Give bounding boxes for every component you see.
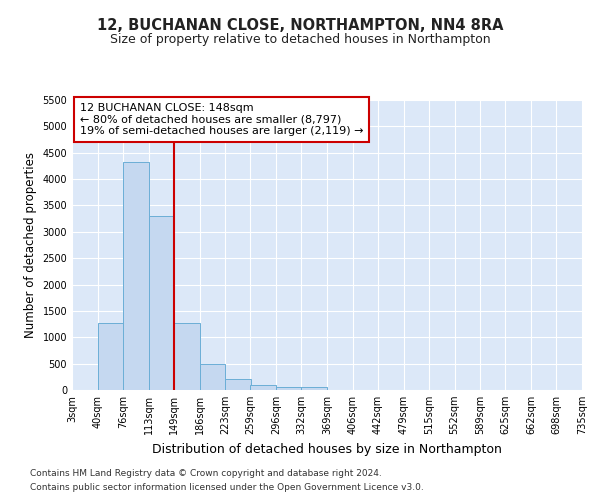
Bar — [174, 322, 199, 390]
Text: Size of property relative to detached houses in Northampton: Size of property relative to detached ho… — [110, 32, 490, 46]
Bar — [123, 162, 149, 390]
Bar — [225, 378, 251, 390]
X-axis label: Distribution of detached houses by size in Northampton: Distribution of detached houses by size … — [152, 442, 502, 456]
Text: 12 BUCHANAN CLOSE: 148sqm
← 80% of detached houses are smaller (8,797)
19% of se: 12 BUCHANAN CLOSE: 148sqm ← 80% of detac… — [80, 103, 363, 136]
Text: 12, BUCHANAN CLOSE, NORTHAMPTON, NN4 8RA: 12, BUCHANAN CLOSE, NORTHAMPTON, NN4 8RA — [97, 18, 503, 32]
Text: Contains public sector information licensed under the Open Government Licence v3: Contains public sector information licen… — [30, 484, 424, 492]
Text: Contains HM Land Registry data © Crown copyright and database right 2024.: Contains HM Land Registry data © Crown c… — [30, 468, 382, 477]
Bar — [149, 216, 175, 390]
Bar — [250, 386, 276, 390]
Bar — [98, 323, 124, 390]
Bar — [199, 364, 225, 390]
Bar — [301, 387, 327, 390]
Bar — [276, 386, 302, 390]
Y-axis label: Number of detached properties: Number of detached properties — [24, 152, 37, 338]
